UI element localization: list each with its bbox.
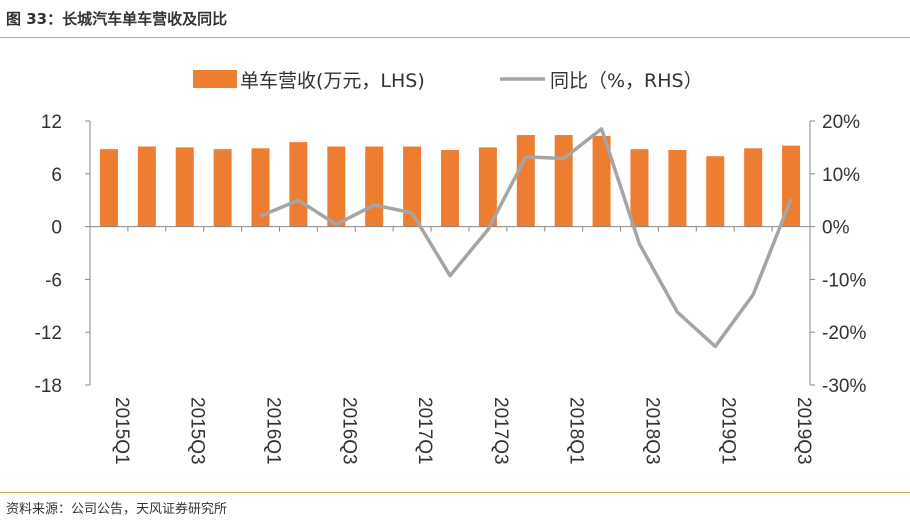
right-tick-label: 0% [822,218,850,239]
source-note: 资料来源：公司公告，天风证券研究所 [6,502,228,517]
right-tick-label: -20% [822,323,866,344]
bar-2016Q2 [289,142,308,227]
legend-bar-swatch [193,70,237,88]
x-tick-label: 2016Q1 [263,397,284,465]
bar-2018Q1 [554,135,573,227]
x-tick-label: 2017Q1 [414,397,435,465]
x-tick-label: 2016Q3 [338,397,359,465]
bar-2018Q4 [668,150,687,227]
left-tick-label: -6 [45,270,62,291]
bar-2018Q3 [630,149,649,227]
x-tick-label: 2015Q1 [111,397,132,465]
legend-bar-label: 单车营收(万元，LHS) [240,70,425,92]
legend-line-label: 同比（%，RHS） [550,70,703,92]
x-tick-label: 2017Q3 [490,397,511,465]
bar-2017Q2 [441,150,459,227]
bar-2017Q1 [403,146,422,227]
left-tick-label: 6 [51,165,62,186]
title-divider [0,37,910,38]
right-tick-label: 20% [822,112,860,133]
x-tick-label: 2019Q3 [793,397,814,465]
bar-2016Q1 [251,148,270,227]
left-tick-label: -12 [35,323,62,344]
x-tick-label: 2019Q1 [717,397,738,465]
bar-2016Q3 [327,146,346,227]
left-tick-label: 12 [41,112,62,133]
bar-2017Q4 [516,135,535,227]
x-tick-label: 2018Q3 [641,397,662,465]
bar-2015Q4 [213,149,232,227]
left-tick-label: 0 [51,218,62,239]
bar-2016Q4 [365,146,384,227]
bar-2019Q2 [744,148,763,227]
right-tick-label: -30% [822,376,866,397]
bar-2017Q3 [478,147,497,227]
figure-title: 图 33：长城汽车单车营收及同比 [6,10,228,28]
right-tick-label: 10% [822,165,860,186]
bar-2018Q2 [592,135,611,227]
source-divider [0,492,910,493]
bar-2015Q1 [99,149,118,227]
x-tick-label: 2018Q1 [566,397,587,465]
bar-2015Q3 [175,147,194,227]
x-tick-label: 2015Q3 [187,397,208,465]
right-tick-label: -10% [822,270,866,291]
left-tick-label: -18 [35,376,62,397]
bar-2019Q1 [706,156,725,227]
bar-2015Q2 [137,146,156,227]
